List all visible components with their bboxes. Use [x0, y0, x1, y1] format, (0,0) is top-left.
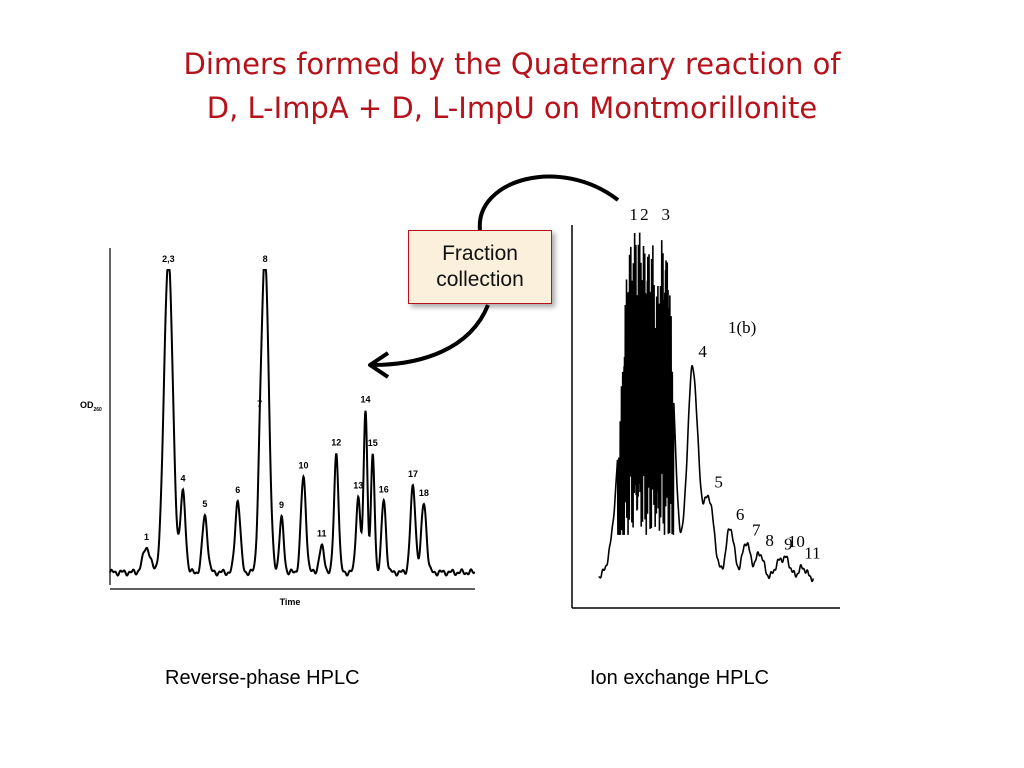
x-axis-label: Time: [280, 597, 301, 607]
peak-label: 2: [640, 205, 649, 224]
peak-label: 17: [408, 469, 418, 479]
peak-label: 18: [419, 488, 429, 498]
chart-annotation: 1(b): [728, 318, 756, 337]
title-line-2: D, L-ImpA + D, L-ImpU on Montmorillonite: [206, 91, 818, 125]
peak-label: 5: [202, 499, 207, 509]
arrow-return-curve: [371, 304, 490, 367]
fraction-collection-arrow: [368, 174, 620, 379]
peak-label: 9: [279, 500, 284, 510]
y-axis-label: OD260: [80, 400, 102, 413]
fraction-collection-box: Fraction collection: [408, 230, 552, 304]
peak-label: 11: [317, 529, 327, 539]
peak-label: 5: [714, 472, 723, 491]
peak-label: 14: [360, 395, 370, 405]
peak-label: 8: [263, 254, 268, 264]
peak-label: 10: [788, 532, 805, 551]
peak-label: 2,3: [162, 254, 175, 264]
peak-label: 7: [257, 399, 262, 409]
peak-label: 1: [629, 205, 638, 224]
chromatogram-trace: [109, 269, 476, 577]
arrow-head: [368, 351, 390, 379]
peak-label: 16: [379, 484, 389, 494]
peak-label: 10: [298, 461, 308, 471]
caption-reverse-phase: Reverse-phase HPLC: [165, 667, 360, 689]
fraction-label: Fraction: [442, 242, 518, 265]
peak-label: 9: [784, 534, 793, 553]
chromatogram-trace: [598, 232, 814, 583]
peak-label: 1: [144, 532, 149, 542]
peak-label: 7: [752, 521, 761, 540]
peak-label: 6: [235, 485, 240, 495]
slide-title: Dimers formed by the Quaternary reaction…: [0, 42, 1024, 130]
title-line-1: Dimers formed by the Quaternary reaction…: [183, 47, 841, 81]
peak-label: 4: [180, 473, 185, 483]
caption-ion-exchange: Ion exchange HPLC: [590, 667, 770, 689]
collection-label: collection: [436, 268, 524, 291]
peak-label: 12: [331, 437, 341, 447]
arrow-curve: [477, 174, 620, 231]
peak-label: 8: [765, 531, 774, 550]
peak-label: 6: [736, 505, 745, 524]
peak-label: 11: [804, 544, 820, 563]
peak-label: 15: [368, 438, 378, 448]
peak-label: 4: [698, 342, 707, 361]
peak-label: 13: [353, 481, 363, 491]
peak-label: 3: [662, 205, 671, 224]
